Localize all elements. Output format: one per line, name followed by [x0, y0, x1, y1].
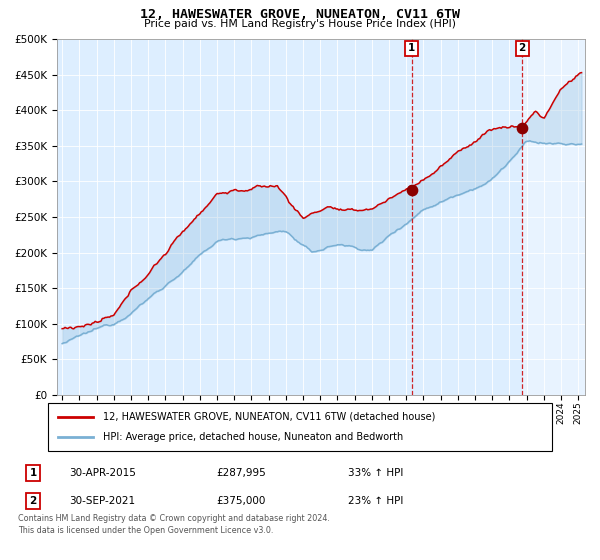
Text: 1: 1: [408, 44, 415, 53]
Text: Price paid vs. HM Land Registry's House Price Index (HPI): Price paid vs. HM Land Registry's House …: [144, 19, 456, 29]
Text: HPI: Average price, detached house, Nuneaton and Bedworth: HPI: Average price, detached house, Nune…: [103, 432, 404, 442]
Text: 2: 2: [518, 44, 526, 53]
Text: £375,000: £375,000: [216, 496, 265, 506]
Text: 12, HAWESWATER GROVE, NUNEATON, CV11 6TW (detached house): 12, HAWESWATER GROVE, NUNEATON, CV11 6TW…: [103, 412, 436, 422]
FancyBboxPatch shape: [48, 403, 552, 451]
Text: 30-APR-2015: 30-APR-2015: [69, 468, 136, 478]
Text: 23% ↑ HPI: 23% ↑ HPI: [348, 496, 403, 506]
Text: £287,995: £287,995: [216, 468, 266, 478]
Text: 12, HAWESWATER GROVE, NUNEATON, CV11 6TW: 12, HAWESWATER GROVE, NUNEATON, CV11 6TW: [140, 8, 460, 21]
Bar: [522, 39, 600, 395]
Text: 33% ↑ HPI: 33% ↑ HPI: [348, 468, 403, 478]
Point: [517, 124, 527, 133]
Text: Contains HM Land Registry data © Crown copyright and database right 2024.
This d: Contains HM Land Registry data © Crown c…: [18, 514, 330, 535]
Text: 1: 1: [29, 468, 37, 478]
Point: [407, 185, 416, 194]
Text: 2: 2: [29, 496, 37, 506]
Text: 30-SEP-2021: 30-SEP-2021: [69, 496, 135, 506]
